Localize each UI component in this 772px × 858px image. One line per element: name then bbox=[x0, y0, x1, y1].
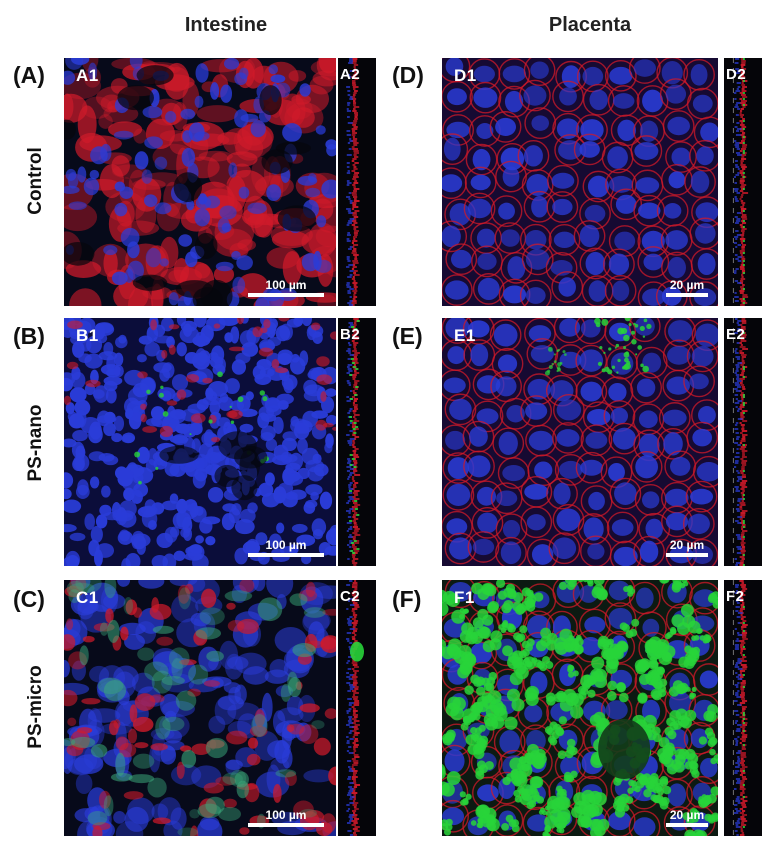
micrograph-d1: D1 20 µm bbox=[442, 58, 718, 306]
sub-label-f1: F1 bbox=[454, 588, 475, 607]
cross-section-b2-canvas bbox=[338, 318, 376, 566]
micrograph-e1: E1 20 µm bbox=[442, 318, 718, 566]
panel-letter-a: (A) bbox=[13, 62, 45, 88]
scale-bar-a1: 100 µm bbox=[248, 279, 324, 297]
cross-section-c2: C2 bbox=[338, 580, 376, 836]
micrograph-a1: A1 100 µm bbox=[64, 58, 336, 306]
micrograph-e1-canvas bbox=[442, 318, 718, 566]
micrograph-a1-canvas bbox=[64, 58, 336, 306]
cross-section-b2: B2 bbox=[338, 318, 376, 566]
sub-label-c1: C1 bbox=[76, 588, 99, 607]
sub-label-d2: D2 bbox=[726, 66, 747, 83]
sub-label-a2: A2 bbox=[340, 66, 361, 83]
sub-label-c2: C2 bbox=[340, 588, 361, 605]
panel-letter-f: (F) bbox=[392, 586, 422, 612]
panel-letter-e: (E) bbox=[392, 323, 423, 349]
scale-bar-e1: 20 µm bbox=[666, 539, 708, 557]
micrograph-f1: F1 20 µm bbox=[442, 580, 718, 836]
cross-section-a2: A2 bbox=[338, 58, 376, 306]
micrograph-b1: B1 100 µm bbox=[64, 318, 336, 566]
cross-section-e2: E2 bbox=[724, 318, 762, 566]
cross-section-e2-canvas bbox=[724, 318, 762, 566]
scale-bar-f1: 20 µm bbox=[666, 809, 708, 827]
row-label-ps-micro: PS-micro bbox=[25, 665, 46, 749]
sub-label-d1: D1 bbox=[454, 66, 477, 85]
cross-section-f2: F2 bbox=[724, 580, 762, 836]
cross-section-d2: D2 bbox=[724, 58, 762, 306]
micrograph-f1-canvas bbox=[442, 580, 718, 836]
micrograph-d1-canvas bbox=[442, 58, 718, 306]
cross-section-a2-canvas bbox=[338, 58, 376, 306]
sub-label-a1: A1 bbox=[76, 66, 99, 85]
scale-bar-c1: 100 µm bbox=[248, 809, 324, 827]
cross-section-f2-canvas bbox=[724, 580, 762, 836]
panel-letter-c: (C) bbox=[13, 586, 45, 612]
sub-label-b1: B1 bbox=[76, 326, 99, 345]
sub-label-e2: E2 bbox=[726, 326, 746, 343]
micrograph-c1: C1 100 µm bbox=[64, 580, 336, 836]
column-title-placenta: Placenta bbox=[548, 14, 632, 36]
micrograph-c1-canvas bbox=[64, 580, 336, 836]
micrograph-b1-canvas bbox=[64, 318, 336, 566]
sub-label-f2: F2 bbox=[726, 588, 745, 605]
row-label-control: Control bbox=[25, 147, 46, 215]
sub-label-b2: B2 bbox=[340, 326, 361, 343]
panel-letter-b: (B) bbox=[13, 323, 45, 349]
sub-label-e1: E1 bbox=[454, 326, 476, 345]
cross-section-c2-canvas bbox=[338, 580, 376, 836]
cross-section-d2-canvas bbox=[724, 58, 762, 306]
scale-bar-b1: 100 µm bbox=[248, 539, 324, 557]
row-label-ps-nano: PS-nano bbox=[25, 404, 46, 482]
scale-bar-d1: 20 µm bbox=[666, 279, 708, 297]
panel-letter-d: (D) bbox=[392, 62, 424, 88]
column-title-intestine: Intestine bbox=[184, 14, 268, 36]
